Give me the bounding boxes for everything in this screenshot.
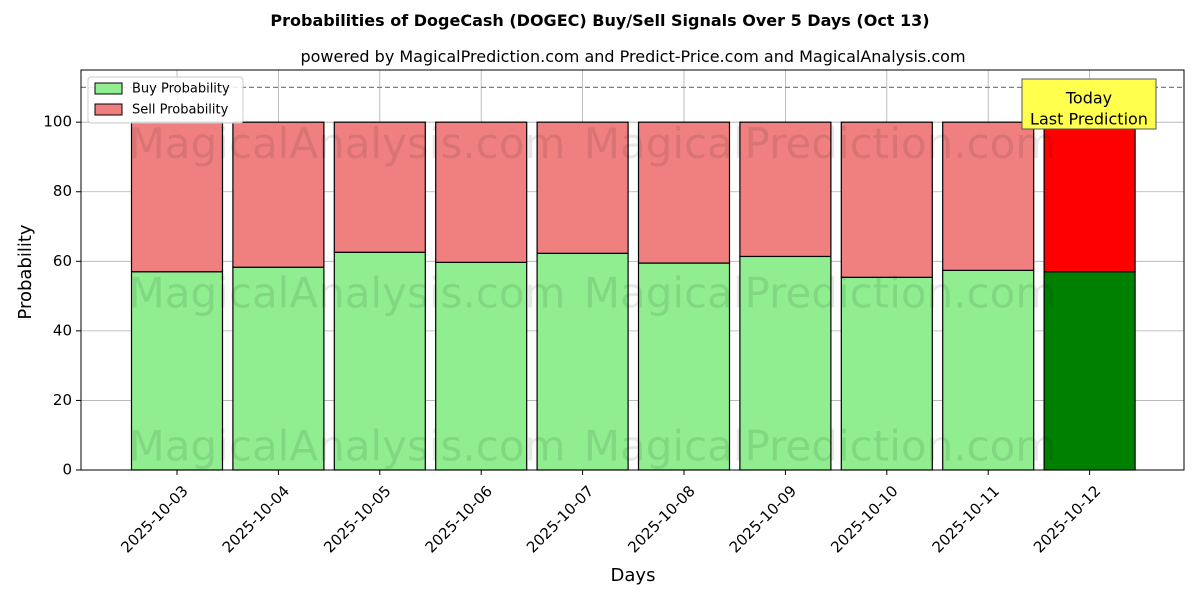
sell-bar [840,121,933,278]
x-tick-label: 2025-10-10 [827,482,901,556]
buy-bar [130,271,224,471]
x-tick-label: 2025-10-11 [929,482,1003,556]
buy-bar [840,276,933,471]
bars [130,121,1136,471]
buy-bar [536,252,629,471]
today-annotation: Today Last Prediction [1021,78,1157,130]
sell-bar [637,121,731,264]
watermark-text: MagicalAnalysis.com [129,119,566,168]
y-axis-ticks: 0 20 40 60 80 100 [43,113,81,479]
buy-bar [739,255,832,471]
buy-bar [333,251,426,471]
y-tick-label: 0 [62,461,72,479]
sell-bar [1043,121,1136,273]
x-tick-label: 2025-10-12 [1030,482,1104,556]
x-axis-label: Days [611,565,656,586]
legend-label: Buy Probability [132,82,230,97]
y-tick-label: 60 [53,252,72,270]
sell-bar [942,121,1035,271]
y-tick-label: 40 [53,321,72,339]
chart-subtitle: powered by MagicalPrediction.com and Pre… [300,47,965,66]
sell-bar [536,121,629,254]
x-tick-label: 2025-10-05 [320,482,394,556]
buy-bar [435,261,528,471]
y-tick-label: 80 [53,182,72,200]
annotation-line: Today [1065,89,1112,108]
buy-bar [1043,271,1136,471]
x-axis-ticks: 2025-10-03 2025-10-04 2025-10-05 2025-10-06… [117,470,1104,556]
annotation-box [1021,78,1157,130]
sell-bar [333,121,426,253]
watermark-text: MagicalPrediction.com [584,269,1057,318]
legend-box [87,76,244,124]
y-tick-label: 20 [53,391,72,409]
watermark-text: MagicalPrediction.com [584,119,1057,168]
y-axis-label: Probability [15,224,36,319]
legend: Buy Probability Sell Probability [87,76,244,124]
x-tick-label: 2025-10-06 [422,482,496,556]
sell-bar [232,121,325,268]
sell-bar [739,121,832,258]
x-tick-label: 2025-10-04 [219,482,293,556]
watermark-text: MagicalPrediction.com [584,422,1057,471]
buy-bar [942,269,1035,471]
watermarks: MagicalAnalysis.com MagicalPrediction.com… [129,119,1057,471]
x-tick-label: 2025-10-09 [726,482,800,556]
sell-bar [435,121,528,263]
x-tick-label: 2025-10-03 [117,482,191,556]
watermark-text: MagicalAnalysis.com [129,422,566,471]
legend-label: Sell Probability [132,103,229,118]
y-tick-label: 100 [43,113,72,131]
chart-title: Probabilities of DogeCash (DOGEC) Buy/Se… [270,11,929,30]
plot-area [80,69,1185,471]
x-tick-label: 2025-10-07 [523,482,597,556]
buy-bar [637,262,731,471]
sell-bar [130,121,224,273]
watermark-text: MagicalAnalysis.com [129,269,566,318]
annotation-line: Last Prediction [1030,110,1148,129]
x-tick-label: 2025-10-08 [624,482,698,556]
legend-swatch [94,103,123,116]
legend-swatch [94,82,123,95]
